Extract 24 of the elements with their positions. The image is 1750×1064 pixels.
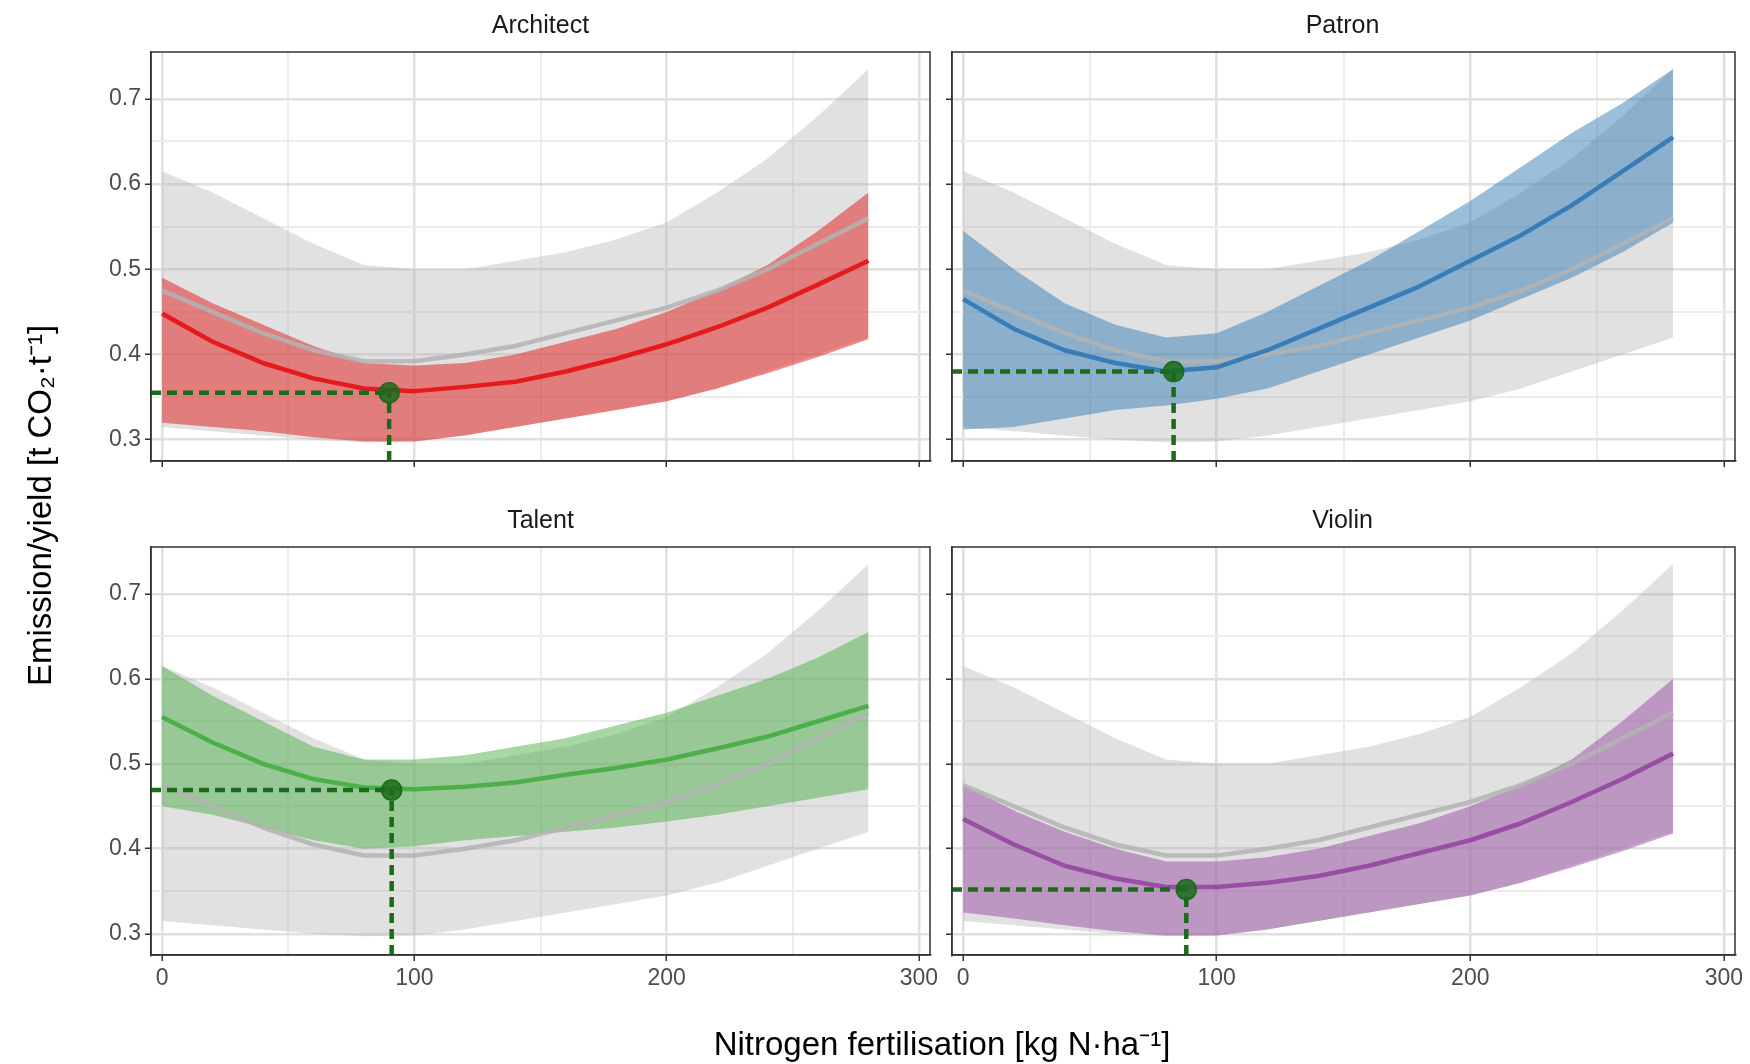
y-axis-title: Emission/yield [t CO₂·t⁻¹] xyxy=(19,323,59,689)
x-tick-label: 0 xyxy=(956,964,970,991)
y-tick-label: 0.6 xyxy=(109,664,141,691)
chart-title: Architect xyxy=(490,10,591,39)
y-tick-label: 0.3 xyxy=(109,919,141,946)
y-tick-label: 0.7 xyxy=(109,579,141,606)
y-tick-label: 0.3 xyxy=(109,425,141,452)
x-axis-title: Nitrogen fertilisation [kg N·ha⁻¹] xyxy=(712,1024,1172,1064)
y-tick-label: 0.6 xyxy=(109,169,141,196)
y-tick-label: 0.4 xyxy=(109,834,142,861)
chart-title: Talent xyxy=(506,505,575,534)
chart-title: Violin xyxy=(1311,505,1374,534)
y-tick-label: 0.4 xyxy=(109,339,142,366)
x-tick-label: 100 xyxy=(395,964,434,991)
x-tick-label: 100 xyxy=(1197,964,1236,991)
chart-title: Patron xyxy=(1304,10,1381,39)
x-tick-label: 300 xyxy=(1704,964,1744,991)
y-tick-label: 0.5 xyxy=(109,749,141,776)
x-tick-label: 300 xyxy=(899,964,939,991)
y-tick-label: 0.7 xyxy=(109,84,141,111)
y-tick-label: 0.5 xyxy=(109,254,141,281)
x-tick-label: 200 xyxy=(647,964,686,991)
x-tick-label: 0 xyxy=(155,964,169,991)
x-tick-label: 200 xyxy=(1451,964,1490,991)
